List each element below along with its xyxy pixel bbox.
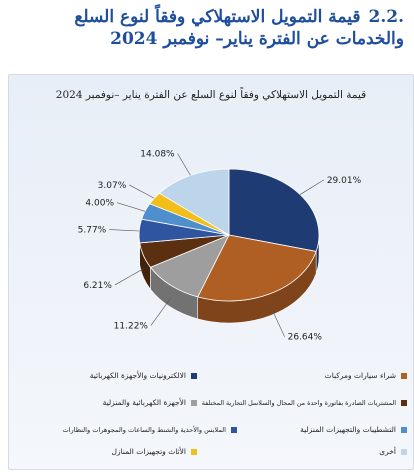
data-label: 14.08% xyxy=(140,150,175,160)
legend-label: الأجهزة الكهربائية والمنزلية xyxy=(102,398,186,407)
legend-item: الملابس والأحذية والشنط والساعات والمجوه… xyxy=(62,425,237,434)
data-label: 29.01% xyxy=(327,176,362,186)
pie-walls xyxy=(138,234,320,324)
leader-line xyxy=(177,153,191,176)
pie-slice xyxy=(228,168,320,252)
page-heading: .2.2قيمة التمويل الاستهلاكي وفقاً لنوع ا… xyxy=(8,6,404,50)
leader-line xyxy=(109,229,140,232)
legend-swatch xyxy=(191,373,197,379)
leader-line xyxy=(150,298,171,326)
legend-swatch xyxy=(191,400,197,406)
section-title: قيمة التمويل الاستهلاكي وفقاً لنوع السلع… xyxy=(74,7,404,49)
legend-item: التشطيبات والتجهيزات المنزلية xyxy=(300,425,407,434)
leader-line xyxy=(116,202,146,212)
legend-label: المشتريات الصادرة بفاتورة واحدة من المحا… xyxy=(201,399,396,407)
pie-slice xyxy=(149,234,230,298)
legend-label: الأثاث وتجهيزات المنازل xyxy=(111,447,186,456)
data-label: 3.07% xyxy=(98,181,127,191)
legend-item: شراء سيارات ومركبات xyxy=(325,371,407,380)
chart-legend: الالكترونيات والأجهزة الكهربائية شراء سي… xyxy=(23,363,407,463)
legend-swatch xyxy=(401,373,407,379)
legend-swatch xyxy=(191,449,197,455)
data-label: 4.00% xyxy=(85,199,114,209)
data-label: 5.77% xyxy=(78,226,107,236)
pie-slice xyxy=(197,234,317,302)
legend-swatch xyxy=(231,427,237,433)
pie-leader-lines xyxy=(109,153,324,337)
leader-line xyxy=(270,306,285,337)
chart-card: قيمة التمويل الاستهلاكي وفقاً لنوع السلع… xyxy=(8,74,414,470)
legend-item: الأثاث وتجهيزات المنازل xyxy=(112,447,197,456)
pie-slice xyxy=(158,168,230,236)
legend-label: التشطيبات والتجهيزات المنزلية xyxy=(300,425,396,434)
legend-swatch xyxy=(401,400,407,406)
leader-line xyxy=(299,179,324,195)
legend-item: الالكترونيات والأجهزة الكهربائية xyxy=(90,371,197,380)
legend-label: أخرى xyxy=(379,447,396,456)
data-label: 26.64% xyxy=(288,333,323,343)
legend-item: الأجهزة الكهربائية والمنزلية xyxy=(103,398,197,407)
chart-title: قيمة التمويل الاستهلاكي وفقاً لنوع السلع… xyxy=(55,89,367,101)
section-number: .2.2 xyxy=(368,7,405,27)
pie-chart: 29.01% 26.64% 11.22% 6.21% 5.77% 4.00% 3.07% 14… xyxy=(78,150,362,343)
legend-item: المشتريات الصادرة بفاتورة واحدة من المحا… xyxy=(202,398,407,407)
pie-labels: 29.01% 26.64% 11.22% 6.21% 5.77% 4.00% 3.07% 14… xyxy=(78,150,362,343)
data-label: 11.22% xyxy=(114,321,149,331)
legend-swatch xyxy=(401,449,407,455)
legend-label: الملابس والأحذية والشنط والساعات والمجوه… xyxy=(62,426,226,434)
leader-line xyxy=(114,268,144,286)
data-label: 6.21% xyxy=(83,281,112,291)
legend-label: الالكترونيات والأجهزة الكهربائية xyxy=(89,371,186,380)
legend-label: شراء سيارات ومركبات xyxy=(324,371,396,380)
pie-slices xyxy=(138,168,320,302)
leader-line xyxy=(129,184,155,199)
legend-swatch xyxy=(401,427,407,433)
legend-item: أخرى xyxy=(379,447,407,456)
